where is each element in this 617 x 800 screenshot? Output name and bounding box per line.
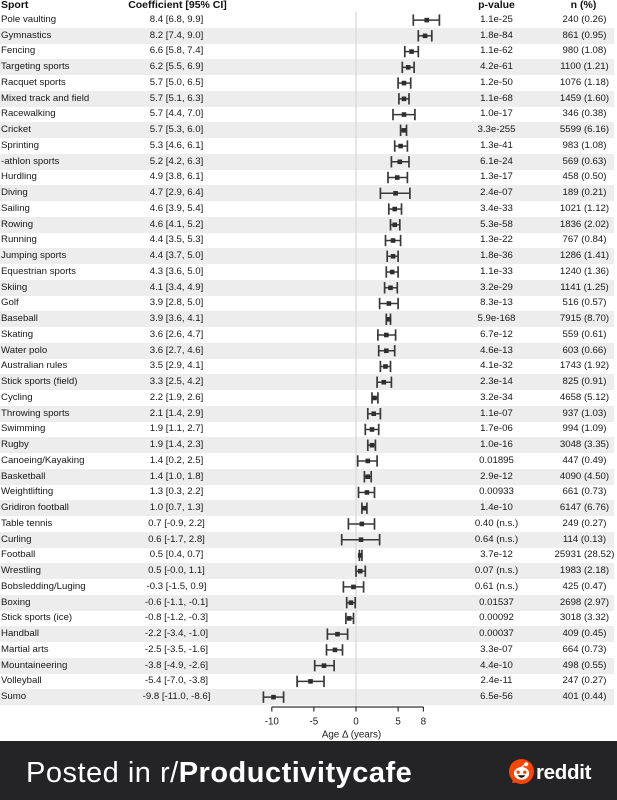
svg-text:Age Δ (years): Age Δ (years) — [322, 730, 381, 741]
svg-text:-10: -10 — [265, 717, 280, 728]
svg-text:0: 0 — [353, 717, 359, 728]
svg-text:-5: -5 — [310, 717, 319, 728]
svg-text:5: 5 — [395, 717, 401, 728]
svg-text:8: 8 — [421, 717, 427, 728]
